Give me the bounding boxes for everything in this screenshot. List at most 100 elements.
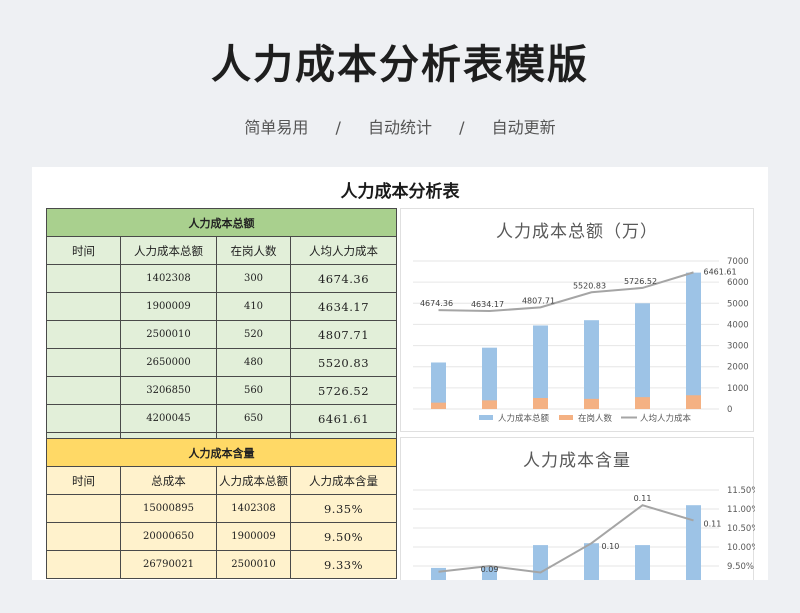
subtitle-item: 简单易用 — [244, 118, 309, 137]
table-cell[interactable]: 20000650 — [120, 522, 217, 551]
data-label: 4807.71 — [522, 296, 555, 305]
table-cell[interactable]: 9.50% — [290, 522, 397, 551]
table-cell[interactable] — [46, 376, 121, 405]
column-header: 人力成本总额 — [120, 236, 217, 265]
data-label: 6461.61 — [704, 267, 737, 276]
y-tick-label: 0 — [727, 405, 732, 415]
table-cell[interactable]: 4200045 — [120, 404, 217, 433]
bar-content — [584, 543, 599, 580]
bar-content — [431, 567, 446, 580]
bar-total — [533, 325, 548, 409]
y-tick-label: 6000 — [727, 278, 749, 288]
table-cell[interactable]: 480 — [216, 348, 291, 377]
y-tick-label: 9.50% — [727, 562, 754, 572]
table-cell[interactable]: 9.33% — [290, 550, 397, 579]
table-cell[interactable]: 3206850 — [120, 376, 217, 405]
table-row: 2650000 480 5520.83 — [46, 348, 397, 377]
table-cell[interactable]: 15000895 — [120, 494, 217, 523]
bar-content — [635, 545, 650, 580]
table-cell[interactable] — [46, 522, 121, 551]
bar-content — [686, 505, 701, 580]
y-tick-label: 7000 — [727, 257, 749, 267]
table-cell[interactable]: 6461.61 — [290, 404, 397, 433]
bar-total — [635, 303, 650, 409]
table-row: 3206850 560 5726.52 — [46, 376, 397, 405]
bar-content — [533, 545, 548, 580]
bar-content — [482, 566, 497, 580]
table-cell[interactable]: 1402308 — [120, 264, 217, 293]
chart-title: 人力成本含量 — [523, 451, 631, 471]
bar-total — [482, 347, 497, 409]
sheet-title: 人力成本分析表 — [340, 182, 460, 202]
table-cell[interactable] — [46, 494, 121, 523]
column-header: 人力成本含量 — [290, 466, 397, 495]
column-header: 人力成本总额 — [216, 466, 291, 495]
data-label: 0.11 — [704, 519, 722, 528]
legend-label: 人力成本总额 — [498, 413, 550, 424]
table-cell[interactable] — [46, 550, 121, 579]
table-row: 2500010 520 4807.71 — [46, 320, 397, 349]
data-label: 0.09 — [481, 565, 499, 574]
table-row: 1900009 410 4634.17 — [46, 292, 397, 321]
legend-label: 人均人力成本 — [640, 413, 692, 424]
table-cell[interactable]: 9.35% — [290, 494, 397, 523]
table-cell[interactable]: 300 — [216, 264, 291, 293]
cost-content-table: 人力成本含量 时间 总成本 人力成本总额 人力成本含量 15000895 1402… — [46, 438, 397, 579]
cost-total-table: 人力成本总额 时间 人力成本总额 在岗人数 人均人力成本 1402308 300 4… — [46, 208, 397, 439]
y-tick-label: 11.00% — [727, 505, 755, 515]
table-cell[interactable]: 520 — [216, 320, 291, 349]
table-cell[interactable]: 2500010 — [216, 550, 291, 579]
table-cell[interactable]: 1402308 — [216, 494, 291, 523]
chart-title: 人力成本总额（万） — [496, 222, 658, 242]
table-cell[interactable]: 2500010 — [120, 320, 217, 349]
table-cell[interactable]: 560 — [216, 376, 291, 405]
bar-total — [584, 320, 599, 409]
table-row: 26790021 2500010 9.33% — [46, 550, 397, 579]
bar-staff — [686, 395, 701, 409]
y-tick-label: 10.00% — [727, 543, 755, 553]
chart-cost-content: 人力成本含量 9.50% 10.00% 10.50% 11.00% 11.50% 0.09… — [400, 437, 755, 580]
subtitle-separator: / — [459, 118, 465, 137]
table-cell[interactable] — [46, 292, 121, 321]
subtitle-separator: / — [335, 118, 341, 137]
table-cell[interactable] — [46, 320, 121, 349]
chart-cost-total: 人力成本总额（万） 0 1000 2000 3000 4000 5000 6000 7000 4… — [400, 208, 754, 432]
bar-staff — [635, 397, 650, 409]
data-label: 4674.36 — [420, 299, 453, 308]
bar-total — [686, 272, 701, 409]
table-row: 20000650 1900009 9.50% — [46, 522, 397, 551]
table-cell[interactable]: 1900009 — [216, 522, 291, 551]
legend-swatch — [559, 415, 573, 420]
page-title: 人力成本分析表模版 — [211, 42, 589, 88]
spreadsheet-preview: 人力成本分析表 人力成本总额 时间 人力成本总额 在岗人数 人均人力成本 140… — [32, 167, 768, 580]
table-cell[interactable]: 4634.17 — [290, 292, 397, 321]
table-cell[interactable]: 26790021 — [120, 550, 217, 579]
column-header: 总成本 — [120, 466, 217, 495]
data-label: 5726.52 — [624, 277, 657, 286]
y-tick-label: 10.50% — [727, 524, 755, 534]
chart-cost-content-svg: 9.50% 10.00% 10.50% 11.00% 11.50% 0.09 0.10 0.1… — [413, 486, 755, 580]
column-header: 时间 — [46, 466, 121, 495]
table-cell[interactable]: 4807.71 — [290, 320, 397, 349]
table-header: 人力成本含量 — [46, 438, 397, 467]
table-row: 15000895 1402308 9.35% — [46, 494, 397, 523]
chart-cost-total-svg: 0 1000 2000 3000 4000 5000 6000 7000 4674.36 4634… — [413, 257, 749, 424]
table-cell[interactable]: 1900009 — [120, 292, 217, 321]
table-cell[interactable]: 5726.52 — [290, 376, 397, 405]
table-cell[interactable]: 4674.36 — [290, 264, 397, 293]
y-tick-label: 2000 — [727, 363, 749, 373]
column-header: 在岗人数 — [216, 236, 291, 265]
bar-staff — [482, 400, 497, 409]
table-cell[interactable] — [46, 404, 121, 433]
table-cell[interactable]: 2650000 — [120, 348, 217, 377]
y-tick-label: 4000 — [727, 320, 749, 330]
table-cell[interactable] — [46, 348, 121, 377]
table-cell[interactable]: 650 — [216, 404, 291, 433]
line-avg-cost — [438, 271, 694, 313]
table-cell[interactable]: 5520.83 — [290, 348, 397, 377]
data-label: 4634.17 — [471, 300, 504, 309]
table-cell[interactable] — [46, 264, 121, 293]
data-label: 5520.83 — [573, 281, 606, 290]
table-cell[interactable]: 410 — [216, 292, 291, 321]
column-header: 人均人力成本 — [290, 236, 397, 265]
